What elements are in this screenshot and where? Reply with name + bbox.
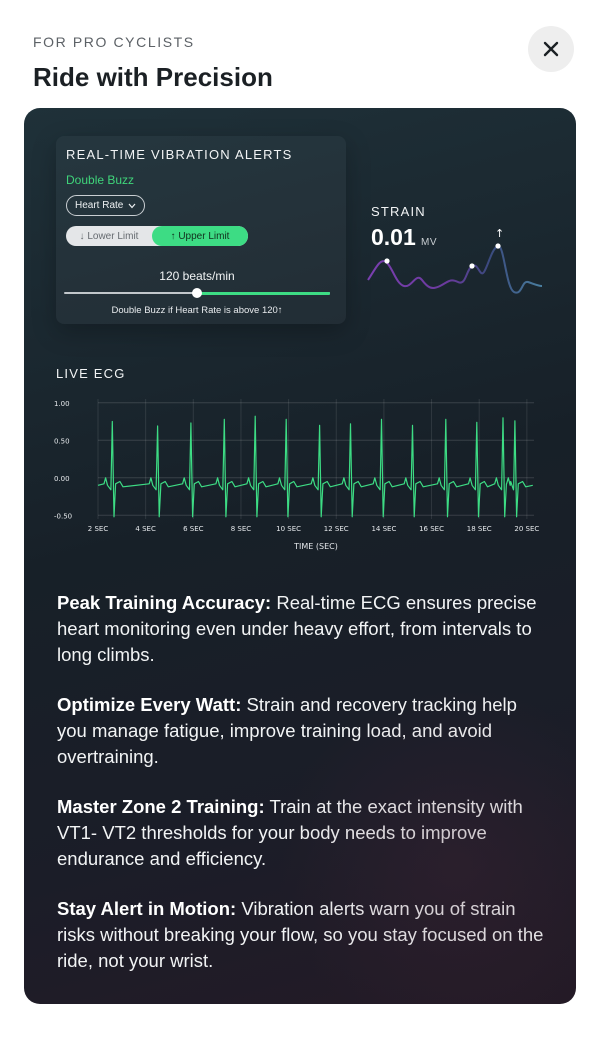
- feature-item: Peak Training Accuracy: Real-time ECG en…: [57, 590, 547, 668]
- strain-arrow: ↑: [495, 228, 504, 240]
- strain-point: [384, 258, 390, 264]
- alert-panel-title: REAL-TIME VIBRATION ALERTS: [66, 147, 293, 162]
- strain-value: 0.01: [371, 224, 416, 250]
- close-button[interactable]: [528, 26, 574, 72]
- feature-list: Peak Training Accuracy: Real-time ECG en…: [57, 590, 547, 998]
- feature-heading: Stay Alert in Motion:: [57, 898, 237, 919]
- metric-select-value: Heart Rate: [75, 200, 124, 211]
- ecg-y-tick-label: -0.50: [54, 512, 72, 520]
- ecg-x-tick-label: 12 SEC: [324, 525, 349, 533]
- ecg-chart: 1.00 0.50 0.00 -0.50 2 SEC 4 SEC 6 SEC 8 SEC 10 …: [54, 399, 539, 551]
- ecg-x-tick-label: 8 SEC: [231, 525, 252, 533]
- feature-card: REAL-TIME VIBRATION ALERTS Double Buzz H…: [24, 108, 576, 1004]
- ecg-x-tick-label: 14 SEC: [371, 525, 396, 533]
- metric-select[interactable]: Heart Rate: [66, 195, 146, 216]
- eyebrow: FOR PRO CYCLISTS: [33, 34, 195, 50]
- upper-limit-option[interactable]: ↑ Upper Limit: [152, 226, 248, 246]
- feature-heading: Peak Training Accuracy:: [57, 592, 272, 613]
- feature-heading: Master Zone 2 Training:: [57, 796, 265, 817]
- ecg-x-tick-label: 18 SEC: [467, 525, 492, 533]
- ecg-y-tick-label: 0.50: [54, 437, 70, 445]
- threshold-slider[interactable]: [64, 286, 330, 300]
- strain-line: [367, 244, 543, 294]
- slider-fill: [197, 292, 330, 295]
- ecg-y-tick-label: 1.00: [54, 400, 70, 408]
- ecg-x-axis-title: TIME (SEC): [293, 542, 338, 551]
- feature-body: Strain and recovery tracking help you ma…: [57, 694, 517, 767]
- feature-item: Master Zone 2 Training: Train at the exa…: [57, 794, 547, 872]
- feature-heading: Optimize Every Watt:: [57, 694, 242, 715]
- lower-limit-option[interactable]: ↓ Lower Limit: [79, 230, 139, 242]
- strain-label: STRAIN: [371, 204, 426, 219]
- strain-chart: ↑: [367, 228, 543, 294]
- ecg-label: LIVE ECG: [56, 366, 126, 381]
- feature-body: Real-time ECG ensures precise heart moni…: [57, 592, 537, 665]
- ecg-x-tick-label: 16 SEC: [419, 525, 444, 533]
- ecg-x-tick-label: 10 SEC: [276, 525, 301, 533]
- strain-point: [495, 243, 501, 249]
- ecg-x-tick-label: 20 SEC: [514, 525, 539, 533]
- slider-caption: Double Buzz if Heart Rate is above 120↑: [111, 305, 283, 316]
- chevron-down-icon: [128, 203, 136, 208]
- slider-value: 120 beats/min: [159, 269, 235, 283]
- feature-item: Optimize Every Watt: Strain and recovery…: [57, 692, 547, 770]
- ecg-line: [97, 415, 533, 518]
- feature-body: Train at the exact intensity with VT1- V…: [57, 796, 523, 869]
- page-title: Ride with Precision: [33, 62, 273, 92]
- strain-unit: MV: [421, 237, 437, 248]
- ecg-x-tick-label: 4 SEC: [135, 525, 156, 533]
- ecg-x-tick-label: 2 SEC: [88, 525, 109, 533]
- alert-mode-label[interactable]: Double Buzz: [66, 173, 135, 187]
- strain-point: [469, 263, 475, 269]
- vibration-alert-panel: REAL-TIME VIBRATION ALERTS Double Buzz H…: [56, 136, 346, 324]
- feature-body: Vibration alerts warn you of strain risk…: [57, 898, 544, 971]
- close-icon: [543, 41, 559, 57]
- ecg-x-tick-label: 6 SEC: [183, 525, 204, 533]
- ecg-y-tick-label: 0.00: [54, 475, 70, 483]
- slider-thumb[interactable]: [192, 288, 202, 298]
- feature-item: Stay Alert in Motion: Vibration alerts w…: [57, 896, 547, 974]
- limit-toggle: ↓ Lower Limit ↑ Upper Limit: [66, 226, 248, 246]
